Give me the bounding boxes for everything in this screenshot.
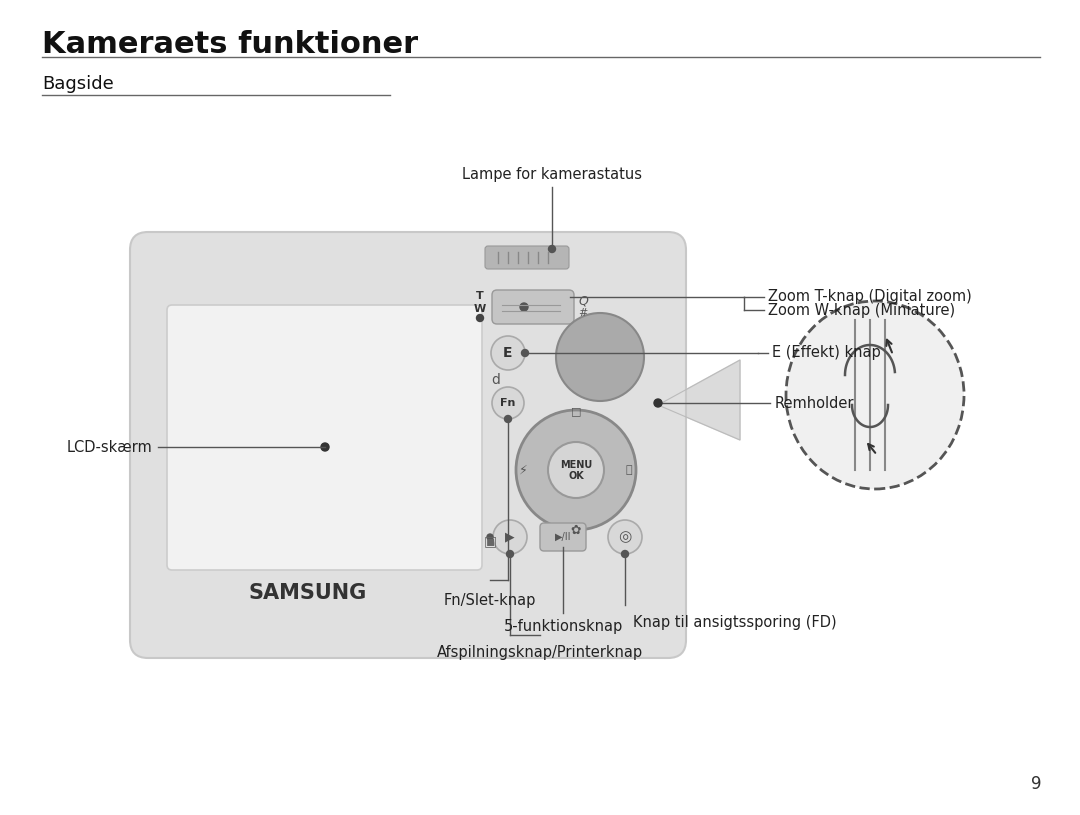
FancyBboxPatch shape <box>492 290 573 324</box>
Text: Q: Q <box>578 295 588 308</box>
Circle shape <box>654 399 662 407</box>
Circle shape <box>522 350 528 356</box>
Text: Knap til ansigtssporing (FD): Knap til ansigtssporing (FD) <box>633 615 837 630</box>
Circle shape <box>487 534 492 540</box>
Text: 9: 9 <box>1031 775 1042 793</box>
Text: MENU: MENU <box>559 460 592 470</box>
Text: ✿: ✿ <box>570 524 581 537</box>
Text: Zoom T-knap (Digital zoom): Zoom T-knap (Digital zoom) <box>768 289 972 305</box>
Text: Lampe for kamerastatus: Lampe for kamerastatus <box>462 167 642 182</box>
Circle shape <box>321 443 329 451</box>
Text: E: E <box>503 346 513 360</box>
Polygon shape <box>658 360 740 440</box>
Text: Afspilningsknap/Printerknap: Afspilningsknap/Printerknap <box>437 645 643 660</box>
Circle shape <box>504 416 512 422</box>
Circle shape <box>548 442 604 498</box>
Text: OK: OK <box>568 471 584 481</box>
Text: d: d <box>491 373 500 387</box>
Circle shape <box>516 410 636 530</box>
FancyBboxPatch shape <box>540 523 586 551</box>
Text: E (Effekt) knap: E (Effekt) knap <box>772 346 881 360</box>
Text: Kameraets funktioner: Kameraets funktioner <box>42 30 418 59</box>
Circle shape <box>608 520 642 554</box>
Circle shape <box>621 550 629 557</box>
Circle shape <box>492 520 527 554</box>
FancyBboxPatch shape <box>130 232 686 658</box>
Circle shape <box>556 313 644 401</box>
Circle shape <box>491 336 525 370</box>
Text: □: □ <box>570 406 581 416</box>
Text: ◎: ◎ <box>619 530 632 544</box>
Text: ⌛: ⌛ <box>625 465 632 475</box>
Text: Bagside: Bagside <box>42 75 113 93</box>
Text: ⚡: ⚡ <box>518 464 527 477</box>
Text: SAMSUNG: SAMSUNG <box>248 583 366 603</box>
Text: Zoom W-knap (Miniature): Zoom W-knap (Miniature) <box>768 302 955 318</box>
Text: #: # <box>578 308 588 318</box>
Circle shape <box>507 550 513 557</box>
FancyBboxPatch shape <box>167 305 482 570</box>
Circle shape <box>476 315 484 321</box>
Text: Fn/Slet-knap: Fn/Slet-knap <box>444 593 536 608</box>
Text: ▶/II: ▶/II <box>555 532 571 542</box>
Text: Remholder: Remholder <box>775 395 854 411</box>
Text: T: T <box>476 291 484 301</box>
Text: LCD-skærm: LCD-skærm <box>66 439 152 455</box>
Circle shape <box>519 303 528 311</box>
Circle shape <box>549 245 555 253</box>
Text: Fn: Fn <box>500 398 515 408</box>
Circle shape <box>572 528 580 535</box>
Text: ▣: ▣ <box>484 534 497 548</box>
Text: 5-funktionsknap: 5-funktionsknap <box>503 619 623 634</box>
FancyBboxPatch shape <box>485 246 569 269</box>
Ellipse shape <box>786 301 964 489</box>
Text: W: W <box>474 304 486 314</box>
Circle shape <box>492 387 524 419</box>
Text: ▶: ▶ <box>505 531 515 544</box>
